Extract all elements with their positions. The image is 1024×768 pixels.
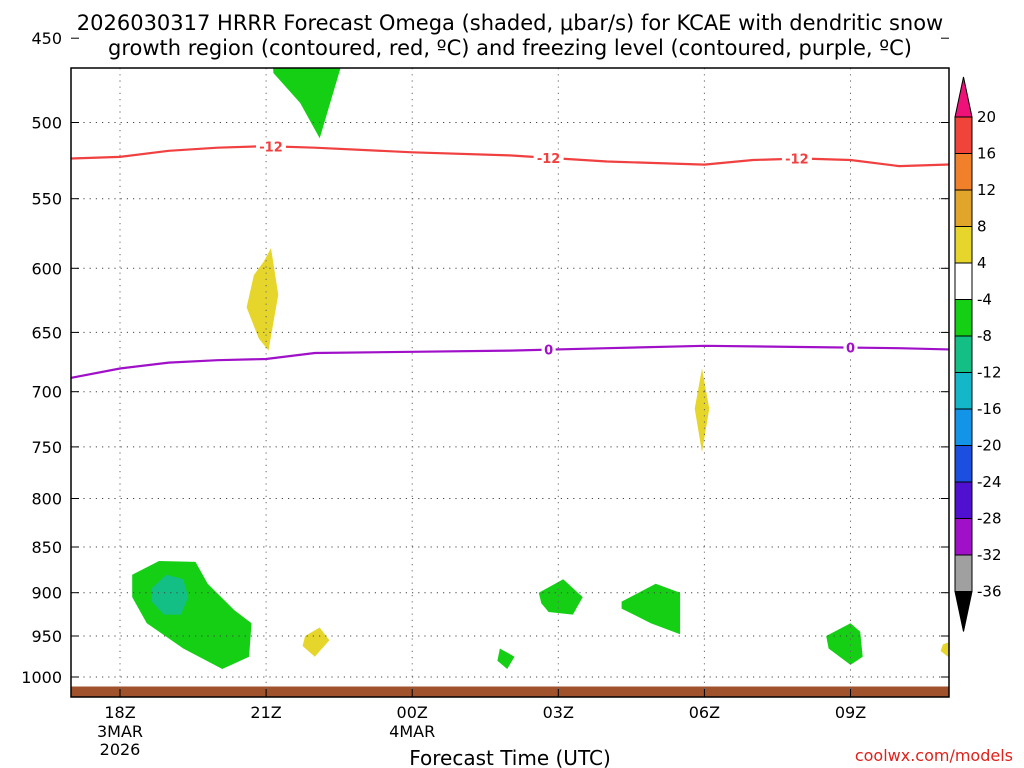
colorbar-label-4: 4 bbox=[977, 254, 987, 272]
y-tick-label-800: 800 bbox=[31, 490, 62, 509]
colorbar-segment-12 bbox=[954, 518, 973, 556]
x-tick-sublabel-3MAR: 3MAR bbox=[97, 722, 143, 741]
colorbar-segment-9 bbox=[954, 408, 973, 446]
contour-label-0-1: 0 bbox=[846, 342, 855, 357]
y-axis-ticks: 2503003504004505005506006507007508008509… bbox=[21, 29, 949, 687]
shade-teal-900 bbox=[151, 574, 189, 615]
x-tick-label-09Z: 09Z bbox=[835, 703, 866, 722]
colorbar-label-20: 20 bbox=[977, 108, 996, 126]
colorbar-segment-1 bbox=[954, 116, 973, 154]
colorbar-segment-3 bbox=[954, 189, 973, 227]
y-tick-label-550: 550 bbox=[31, 190, 62, 209]
x-tick-sublabel-4MAR: 4MAR bbox=[389, 722, 435, 741]
y-tick-label-500: 500 bbox=[31, 114, 62, 133]
plot-frame bbox=[70, 67, 950, 698]
credit-text: coolwx.com/models bbox=[855, 746, 1013, 765]
shade-green-upper-21z bbox=[273, 68, 341, 139]
shade-green-950-09z bbox=[826, 623, 863, 665]
colorbar-segment-10 bbox=[954, 445, 973, 483]
x-tick-label-00Z: 00Z bbox=[397, 703, 428, 722]
colorbar-bottom-arrow bbox=[954, 591, 973, 632]
shade-yellow-725 bbox=[694, 368, 710, 453]
chart-title: 2026030317 HRRR Forecast Omega (shaded, … bbox=[77, 11, 943, 60]
contour-label-bg--12-1 bbox=[533, 149, 564, 166]
y-tick-label-1000: 1000 bbox=[21, 668, 62, 687]
colorbar-segment-11 bbox=[954, 481, 973, 519]
ground-layer bbox=[71, 686, 949, 697]
colorbar-label--28: -28 bbox=[977, 510, 1002, 528]
colorbar-segment-8 bbox=[954, 372, 973, 410]
x-tick-label-03Z: 03Z bbox=[543, 703, 574, 722]
contour-label-bg-0-1 bbox=[843, 339, 858, 356]
shade-yellow-950-22z bbox=[302, 627, 330, 657]
grid-lines bbox=[71, 68, 949, 697]
contour-label-0-0: 0 bbox=[544, 344, 553, 359]
shade-yellow-960-10z bbox=[940, 642, 949, 657]
y-tick-label-650: 650 bbox=[31, 323, 62, 342]
colorbar-segment-4 bbox=[954, 226, 973, 264]
contour-label--12-0: -12 bbox=[259, 140, 283, 155]
shade-yellow-600-21z bbox=[246, 248, 279, 351]
colorbar-label-12: 12 bbox=[977, 181, 996, 199]
colorbar-segment-7 bbox=[954, 335, 973, 373]
contour-lines: -18 -18-12-12 -120 0 bbox=[71, 138, 949, 379]
colorbar-label-16: 16 bbox=[977, 145, 996, 163]
x-tick-sublabel-2026: 2026 bbox=[100, 740, 141, 759]
contour-0 bbox=[71, 344, 949, 379]
colorbar: 20 16 12 8 4 -4 -8 -12 -16 -20 -24 -28 -32 -36 bbox=[954, 76, 1002, 632]
colorbar-segment-5 bbox=[954, 262, 973, 300]
colorbar-label--32: -32 bbox=[977, 546, 1002, 564]
contour-label--12-2: -12 bbox=[785, 153, 809, 168]
x-tick-label-21Z: 21Z bbox=[250, 703, 281, 722]
shade-green-905-03z bbox=[538, 579, 583, 615]
omega-shading bbox=[132, 68, 949, 669]
colorbar-label-8: 8 bbox=[977, 218, 987, 236]
colorbar-label--20: -20 bbox=[977, 437, 1002, 455]
colorbar-label--12: -12 bbox=[977, 364, 1002, 382]
y-tick-label-900: 900 bbox=[31, 584, 62, 603]
x-tick-label-06Z: 06Z bbox=[689, 703, 720, 722]
ground-fill bbox=[71, 686, 949, 697]
colorbar-segment-2 bbox=[954, 153, 973, 191]
title-line-1: 2026030317 HRRR Forecast Omega (shaded, … bbox=[77, 11, 943, 35]
x-tick-label-18Z: 18Z bbox=[104, 703, 135, 722]
colorbar-label--36: -36 bbox=[977, 583, 1002, 601]
y-tick-label-450: 450 bbox=[31, 29, 62, 48]
colorbar-label--8: -8 bbox=[977, 327, 992, 345]
x-axis-label: Forecast Time (UTC) bbox=[409, 746, 611, 768]
contour-label-bg--12-0 bbox=[256, 138, 286, 155]
colorbar-label--16: -16 bbox=[977, 400, 1002, 418]
y-tick-label-850: 850 bbox=[31, 538, 62, 557]
colorbar-label--24: -24 bbox=[977, 473, 1002, 491]
colorbar-segment-13 bbox=[954, 554, 973, 592]
title-line-2: growth region (contoured, red, ºC) and f… bbox=[108, 36, 912, 60]
colorbar-segment-6 bbox=[954, 299, 973, 337]
contour-label-bg-0-0 bbox=[541, 341, 556, 358]
contour-label-bg--12-2 bbox=[781, 150, 812, 167]
plot-background bbox=[71, 68, 949, 697]
y-tick-label-750: 750 bbox=[31, 438, 62, 457]
y-tick-label-950: 950 bbox=[31, 627, 62, 646]
shade-green-975 bbox=[497, 648, 515, 669]
contour-label--12-1: -12 bbox=[537, 152, 561, 167]
colorbar-label--4: -4 bbox=[977, 291, 992, 309]
y-tick-label-600: 600 bbox=[31, 259, 62, 278]
shade-green-915-05z bbox=[621, 583, 681, 635]
colorbar-top-arrow bbox=[954, 76, 973, 118]
y-tick-label-700: 700 bbox=[31, 383, 62, 402]
